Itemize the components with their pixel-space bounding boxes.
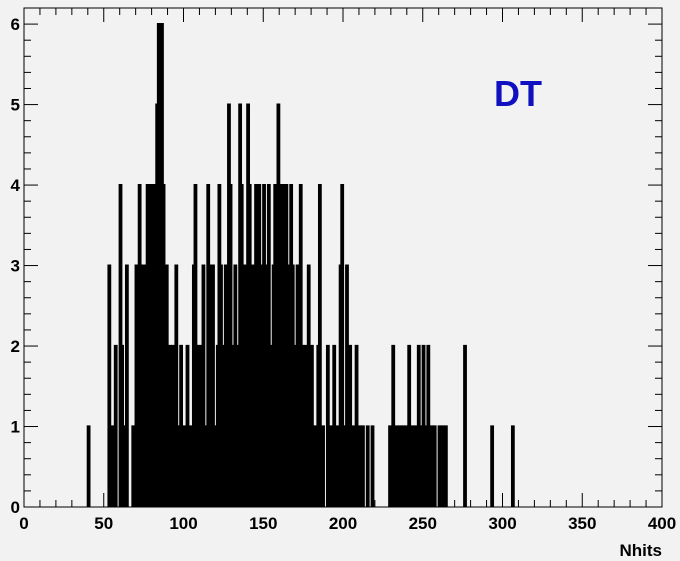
y-tick-label: 3 <box>11 257 20 276</box>
histogram-bin <box>134 264 139 507</box>
y-tick-label: 6 <box>11 15 20 34</box>
histogram-bin <box>357 425 362 507</box>
histogram-bin <box>124 264 129 507</box>
histogram-bin <box>113 344 118 507</box>
histogram-bin <box>86 425 91 507</box>
histogram-bin <box>188 425 193 507</box>
histogram-bin <box>510 425 515 507</box>
histogram-bin <box>110 425 115 507</box>
x-tick-label: 250 <box>409 514 437 533</box>
histogram-bin <box>332 344 337 507</box>
y-tick-label: 4 <box>11 176 21 195</box>
histogram-bin <box>161 183 166 507</box>
histogram-bin <box>306 264 311 507</box>
histogram-bin <box>321 425 325 507</box>
x-tick-label: 200 <box>329 514 357 533</box>
histogram-bin <box>223 264 228 507</box>
histogram-bin <box>164 264 169 507</box>
x-tick-label: 150 <box>249 514 277 533</box>
histogram-bin <box>418 425 423 507</box>
histogram-bin <box>317 183 322 507</box>
x-axis-label: Nhits <box>620 541 663 560</box>
histogram-bin <box>207 264 212 507</box>
histogram-bin <box>142 264 147 507</box>
histogram-bin <box>257 183 262 507</box>
axis-ticks <box>23 8 663 508</box>
histogram-bin <box>313 425 317 507</box>
histogram-bin <box>211 264 215 507</box>
histogram-bin <box>201 264 206 507</box>
y-tick-label: 0 <box>11 498 20 517</box>
histogram-bin <box>394 425 399 507</box>
histogram-bin <box>228 183 233 507</box>
histogram-bin <box>490 425 495 507</box>
y-tick-label: 2 <box>11 337 20 356</box>
histogram-bin <box>391 344 396 507</box>
histogram-bin <box>407 344 412 507</box>
histogram-bin <box>233 264 238 507</box>
histogram-bin <box>421 344 426 507</box>
histogram-bin <box>370 425 375 507</box>
histogram-bin <box>345 264 349 507</box>
histogram-bin <box>348 344 353 507</box>
histogram-bin <box>341 425 346 507</box>
histogram-bin <box>437 425 442 507</box>
histogram-bin <box>250 264 255 507</box>
histogram-bin <box>400 425 405 507</box>
x-tick-label: 350 <box>568 514 596 533</box>
histogram-bin <box>388 425 392 507</box>
histogram-bin <box>440 425 445 507</box>
histogram-bin <box>179 344 184 507</box>
histogram-bin <box>131 425 136 507</box>
histogram-bin <box>266 183 271 507</box>
histogram-bin <box>410 425 415 507</box>
x-tick-label: 100 <box>169 514 197 533</box>
histogram-bin <box>295 264 300 507</box>
histogram-bin <box>361 425 365 507</box>
x-tick-labels: 0 50 100 150 200 250 300 350 400 <box>19 514 676 533</box>
histogram-bin <box>354 344 359 507</box>
histogram-bin <box>443 425 448 507</box>
histogram-bin <box>325 344 330 507</box>
histogram-bin <box>413 425 418 507</box>
histogram-bin <box>303 344 308 507</box>
histogram-bin <box>182 425 187 507</box>
x-tick-label: 0 <box>19 514 28 533</box>
histogram-bin <box>397 425 402 507</box>
histogram-bin <box>365 425 370 507</box>
y-tick-labels: 0 1 2 3 4 5 6 <box>11 15 21 517</box>
histogram-bin <box>335 425 340 507</box>
histogram-bin <box>426 344 431 507</box>
y-tick-label: 1 <box>11 418 20 437</box>
histogram-bin <box>174 264 179 507</box>
histogram-bin <box>432 425 437 507</box>
x-tick-label: 400 <box>648 514 676 533</box>
histogram-bin <box>239 183 244 507</box>
histogram-bin <box>171 344 176 507</box>
histogram-bin <box>185 344 190 507</box>
histogram-bin <box>139 264 144 507</box>
histogram-bins <box>86 22 515 507</box>
x-tick-label: 50 <box>94 514 113 533</box>
histogram-bin <box>463 344 467 507</box>
histogram-bin <box>176 425 180 507</box>
histogram-bin <box>120 344 124 507</box>
x-tick-label: 300 <box>488 514 516 533</box>
histogram-bin <box>340 183 345 507</box>
y-tick-label: 5 <box>11 96 20 115</box>
histogram-bin <box>429 425 434 507</box>
histogram-bin <box>310 344 314 507</box>
histogram-bin <box>404 425 408 507</box>
histogram-bin <box>203 425 207 507</box>
histogram-bin <box>220 344 225 507</box>
detector-label: DT <box>494 73 542 114</box>
histogram-bin <box>329 425 333 507</box>
histogram-bin <box>351 425 356 507</box>
histogram-bin <box>107 264 112 507</box>
histogram-bin <box>198 344 203 507</box>
